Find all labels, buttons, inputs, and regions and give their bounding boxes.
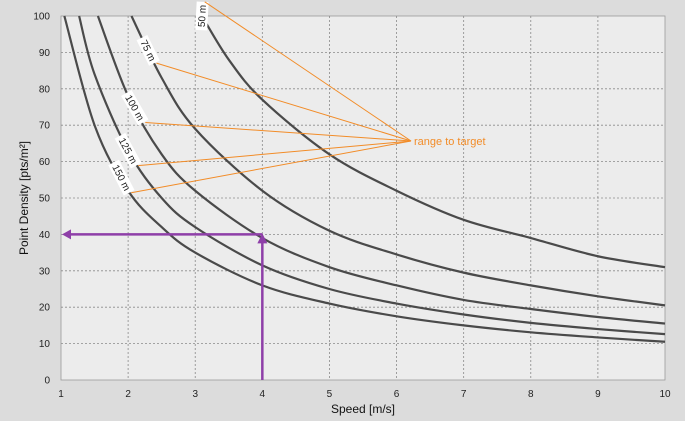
leader-line bbox=[131, 140, 412, 194]
series-line bbox=[200, 15, 666, 269]
annotation: range to target bbox=[131, 1, 486, 194]
series-line bbox=[96, 15, 666, 325]
x-tick-label: 4 bbox=[260, 389, 266, 400]
y-tick-label: 20 bbox=[39, 303, 51, 314]
y-tick-label: 40 bbox=[39, 230, 51, 241]
leader-line bbox=[145, 121, 412, 142]
series-label-bg bbox=[108, 159, 135, 196]
x-tick-label: 8 bbox=[528, 389, 534, 400]
series-label-text: 50 m bbox=[197, 5, 209, 28]
leader-line bbox=[204, 1, 412, 142]
y-axis-title: Point Density [pts/m²] bbox=[17, 141, 31, 255]
arrows bbox=[62, 229, 268, 380]
leader-line bbox=[138, 140, 412, 167]
x-tick-label: 7 bbox=[461, 389, 467, 400]
vertical-arrow-head bbox=[257, 233, 268, 244]
series-label-bg bbox=[114, 132, 142, 169]
x-tick-label: 3 bbox=[192, 389, 198, 400]
x-tick-label: 9 bbox=[595, 389, 601, 400]
series-label-bg bbox=[121, 89, 149, 126]
y-tick-label: 0 bbox=[44, 376, 50, 387]
y-tick-label: 50 bbox=[39, 194, 51, 205]
y-tick-label: 60 bbox=[39, 157, 51, 168]
x-tick-label: 6 bbox=[394, 389, 400, 400]
range-to-target-label: range to target bbox=[414, 136, 486, 148]
series-label-bg bbox=[195, 1, 209, 31]
series-label-bg bbox=[136, 35, 160, 66]
series-label: 50 m bbox=[195, 1, 209, 31]
x-tick-label: 1 bbox=[58, 389, 64, 400]
horizontal-arrow-head bbox=[62, 229, 71, 240]
y-tick-label: 70 bbox=[39, 121, 51, 132]
y-tick-label: 80 bbox=[39, 84, 51, 95]
x-tick-label: 5 bbox=[327, 389, 333, 400]
x-tick-label: 10 bbox=[659, 389, 671, 400]
x-tick-label: 2 bbox=[125, 389, 131, 400]
y-tick-label: 90 bbox=[39, 48, 51, 59]
y-tick-label: 100 bbox=[33, 12, 50, 23]
leader-line bbox=[156, 62, 412, 142]
y-tick-label: 10 bbox=[39, 339, 51, 350]
x-axis-title: Speed [m/s] bbox=[331, 402, 395, 416]
y-tick-label: 30 bbox=[39, 266, 51, 277]
series-line bbox=[130, 15, 666, 307]
